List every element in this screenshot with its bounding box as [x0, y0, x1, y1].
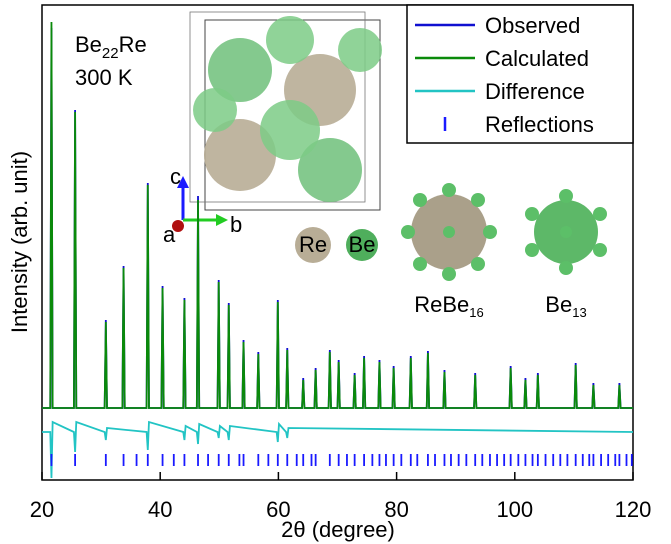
be-atom: [346, 229, 378, 261]
atom-be-label: Be: [349, 232, 376, 257]
axis-triad: [172, 176, 228, 232]
sample-label: Be22Re: [75, 32, 147, 62]
be13-cluster: [525, 189, 607, 275]
sample-label-rest: Re: [119, 32, 147, 57]
axis-label-a: a: [163, 222, 176, 247]
x-tick-label: 20: [30, 497, 54, 522]
rebe16-cluster: [401, 183, 497, 281]
crystal-structure: [189, 11, 382, 211]
legend-label: Calculated: [485, 46, 589, 71]
plot-frame: [41, 4, 634, 481]
x-tick-label: 40: [148, 497, 172, 522]
y-axis-title: Intensity (arb. unit): [7, 151, 32, 333]
re-atom: [295, 227, 331, 263]
series-line: [42, 420, 634, 479]
cluster-label-sub: 13: [572, 305, 586, 320]
temperature-label: 300 K: [75, 65, 133, 90]
x-axis-title: 2θ (degree): [281, 517, 395, 542]
atom-re-label: Re: [299, 232, 327, 257]
legend-label: Difference: [485, 79, 585, 104]
x-tick-label: 120: [615, 497, 652, 522]
cluster-label: ReBe16: [414, 292, 484, 320]
legend-label: Observed: [485, 13, 580, 38]
x-tick-label: 60: [266, 497, 290, 522]
legend-label: Reflections: [485, 112, 594, 137]
sample-label-main: Be: [75, 32, 102, 57]
cluster-label-main: Be: [545, 292, 572, 317]
x-tick-label: 100: [496, 497, 533, 522]
axis-label-b: b: [230, 212, 242, 237]
x-tick-label: 80: [384, 497, 408, 522]
series-line: [42, 21, 633, 409]
cluster-label: Be13: [545, 292, 586, 320]
axis-label-c: c: [170, 164, 181, 189]
sample-label-sub: 22: [102, 45, 119, 62]
cluster-label-main: ReBe: [414, 292, 469, 317]
cluster-label-sub: 16: [469, 305, 483, 320]
